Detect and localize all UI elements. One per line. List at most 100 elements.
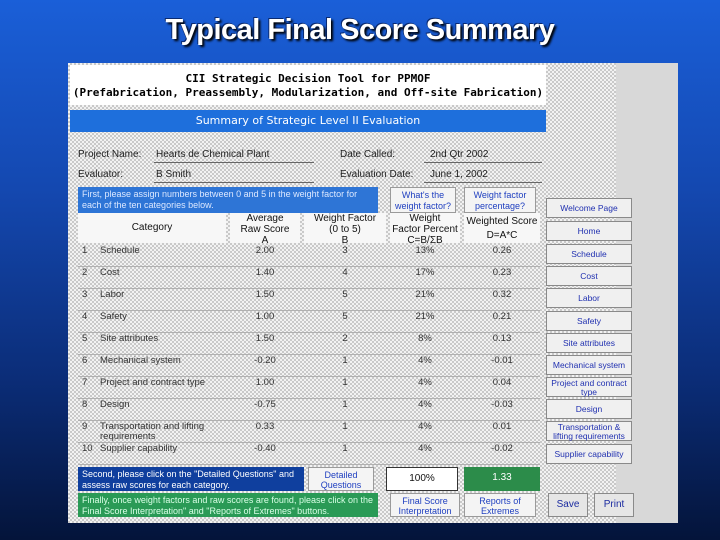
row-average-score: -0.40 [254,443,276,454]
header-weighted-score: Weighted Score D=A*C [464,213,540,243]
row-number: 10 [82,443,93,454]
row-divider [78,310,540,311]
sidebar-button-cost[interactable]: Cost [546,266,632,286]
evaluator-underline [154,182,314,183]
row-average-score: 2.00 [255,245,275,256]
row-number: 7 [82,377,88,388]
total-percent: 100% [386,467,458,491]
table-row: 3 Labor 1.50 5 21% 0.32 [78,289,540,311]
project-name-value[interactable]: Hearts de Chemical Plant [156,149,270,160]
row-divider [78,398,540,399]
row-average-score: -0.75 [254,399,276,410]
row-number: 5 [82,333,88,344]
date-called-underline [424,162,542,163]
weight-factor-help-button[interactable]: What's the weight factor? [390,187,456,213]
row-category: Mechanical system [100,355,181,366]
table-row: 10 Supplier capability -0.40 1 4% -0.02 [78,443,540,465]
row-number: 9 [82,421,88,432]
first-instruction: First, please assign numbers between 0 a… [78,187,378,213]
sidebar-button-design[interactable]: Design [546,399,632,419]
row-average-score: 1.40 [255,267,275,278]
row-weight-percent: 17% [415,267,435,278]
row-weight-percent: 4% [418,443,432,454]
row-divider [78,354,540,355]
evaluator-value[interactable]: B Smith [156,169,192,180]
table-row: 7 Project and contract type 1.00 1 4% 0.04 [78,377,540,399]
date-called-value[interactable]: 2nd Qtr 2002 [430,149,489,160]
row-weight-percent: 21% [415,289,435,300]
sidebar-button-supplier-capability[interactable]: Supplier capability [546,444,632,464]
row-average-score: -0.20 [254,355,276,366]
reports-of-extremes-button[interactable]: Reports of Extremes [464,493,536,517]
row-weighted-score: 0.32 [492,289,512,300]
evaluation-date-value[interactable]: June 1, 2002 [430,169,488,180]
row-weighted-score: 0.26 [492,245,512,256]
detailed-questions-button[interactable]: Detailed Questions [308,467,374,491]
row-weight-factor[interactable]: 3 [342,245,348,256]
row-number: 1 [82,245,88,256]
row-divider [78,420,540,421]
row-weighted-score: -0.02 [491,443,513,454]
row-category: Site attributes [100,333,159,344]
evaluation-date-label: Evaluation Date: [340,169,414,180]
table-row: 5 Site attributes 1.50 2 8% 0.13 [78,333,540,355]
row-weight-factor[interactable]: 2 [342,333,348,344]
sidebar-button-site-attributes[interactable]: Site attributes [546,333,632,353]
evaluator-label: Evaluator: [78,169,124,180]
row-number: 3 [82,289,88,300]
sidebar-button-safety[interactable]: Safety [546,311,632,331]
row-divider [78,376,540,377]
sidebar-button-schedule[interactable]: Schedule [546,244,632,264]
save-button[interactable]: Save [548,493,588,517]
row-weight-factor[interactable]: 1 [342,421,348,432]
row-weight-factor[interactable]: 4 [342,267,348,278]
row-weight-percent: 4% [418,377,432,388]
slide-title: Typical Final Score Summary [165,14,555,46]
table-row: 8 Design -0.75 1 4% -0.03 [78,399,540,421]
row-weighted-score: 0.04 [492,377,512,388]
row-weight-factor[interactable]: 1 [342,355,348,366]
row-weight-percent: 8% [418,333,432,344]
section-title: Summary of Strategic Level II Evaluation [70,110,546,132]
table-row: 1 Schedule 2.00 3 13% 0.26 [78,245,540,267]
header-weight-factor: Weight Factor (0 to 5) B [304,213,386,246]
row-category: Project and contract type [100,377,206,388]
spreadsheet-window: CII Strategic Decision Tool for PPMOF (P… [68,63,678,523]
row-category: Cost [100,267,120,278]
header-average: Average Raw Score A [230,213,300,246]
weight-percentage-help-button[interactable]: Weight factor percentage? [464,187,536,213]
tool-title: CII Strategic Decision Tool for PPMOF [185,72,431,85]
sidebar-button-transportation-lifting-requirements[interactable]: Transportation & lifting requirements [546,421,632,441]
row-number: 6 [82,355,88,366]
sidebar-button-welcome-page[interactable]: Welcome Page [546,198,632,218]
print-button[interactable]: Print [594,493,634,517]
row-weight-percent: 13% [415,245,435,256]
row-average-score: 1.00 [255,311,275,322]
row-weight-percent: 4% [418,421,432,432]
row-weight-factor[interactable]: 5 [342,289,348,300]
second-instruction: Second, please click on the "Detailed Qu… [78,467,304,491]
row-category: Transportation and lifting requirements [100,421,205,442]
header-weight-percent: Weight Factor Percent C=B/ΣB [390,213,460,246]
row-weight-factor[interactable]: 1 [342,443,348,454]
row-weight-factor[interactable]: 5 [342,311,348,322]
row-weighted-score: -0.03 [491,399,513,410]
row-divider [78,332,540,333]
row-category: Schedule [100,245,140,256]
sidebar-button-project-and-contract-type[interactable]: Project and contract type [546,377,632,397]
sidebar-button-home[interactable]: Home [546,221,632,241]
row-number: 4 [82,311,88,322]
table-row: 4 Safety 1.00 5 21% 0.21 [78,311,540,333]
row-weight-percent: 4% [418,399,432,410]
row-weight-percent: 4% [418,355,432,366]
row-weight-factor[interactable]: 1 [342,399,348,410]
row-average-score: 1.00 [255,377,275,388]
total-score: 1.33 [464,467,540,491]
header-category: Category [78,213,226,243]
row-weight-factor[interactable]: 1 [342,377,348,388]
final-score-interpretation-button[interactable]: Final Score Interpretation [390,493,460,517]
row-number: 2 [82,267,88,278]
sidebar-button-labor[interactable]: Labor [546,288,632,308]
project-name-underline [154,162,314,163]
sidebar-button-mechanical-system[interactable]: Mechanical system [546,355,632,375]
